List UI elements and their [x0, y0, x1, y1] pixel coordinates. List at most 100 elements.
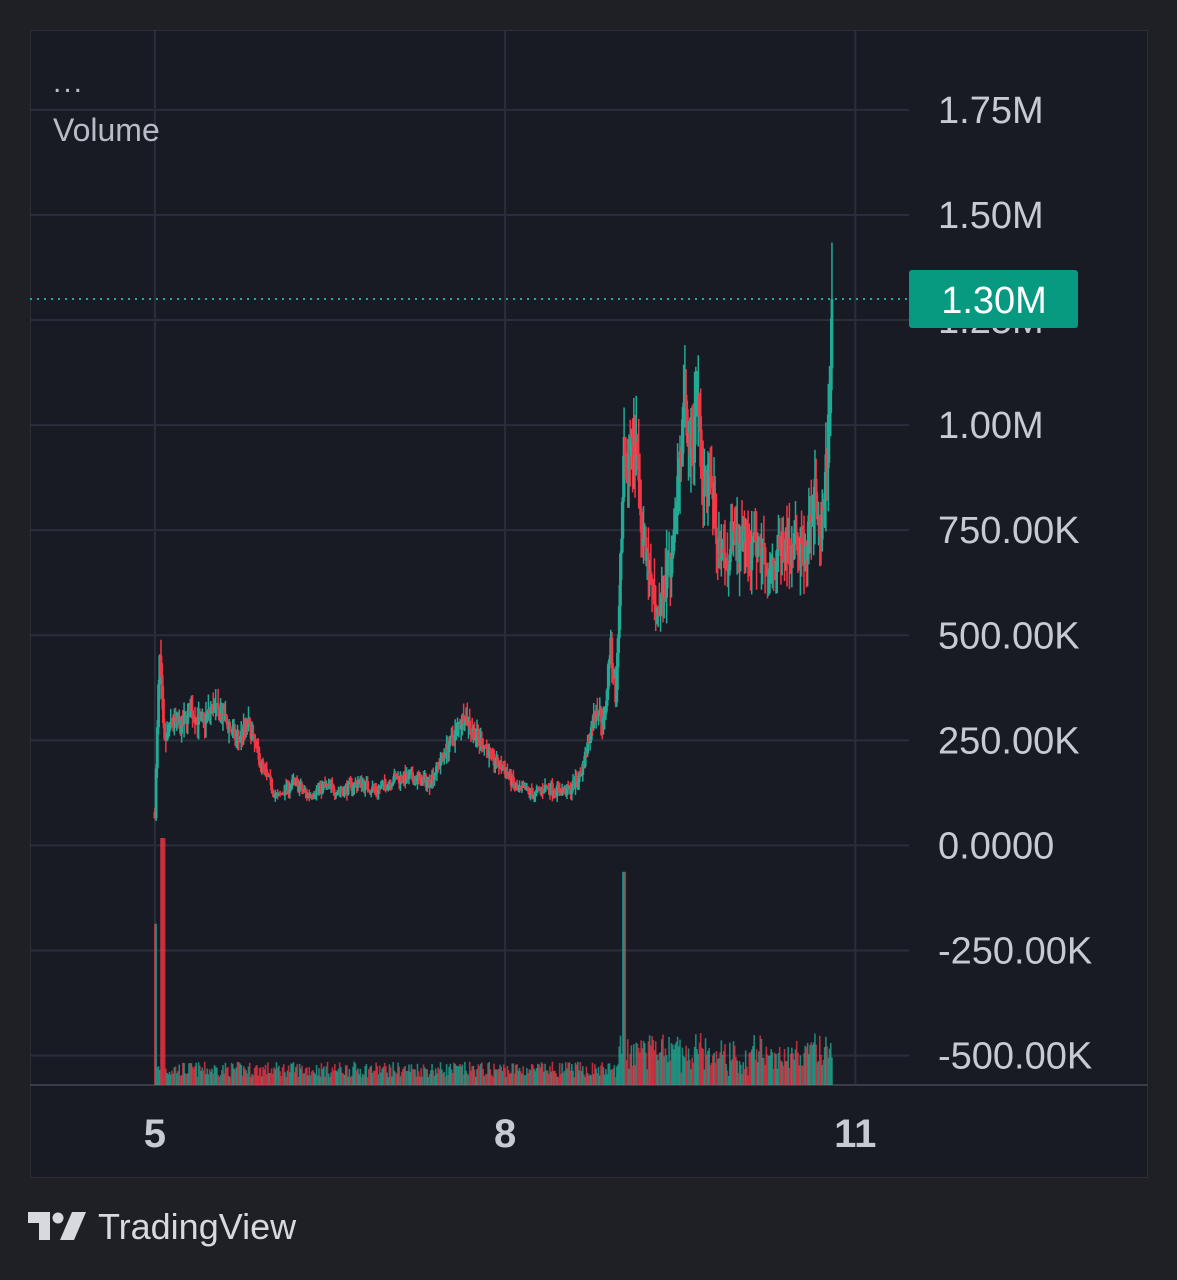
volume-bar — [465, 1070, 467, 1085]
volume-bar — [354, 1063, 357, 1085]
candle-body — [335, 792, 339, 795]
candle-body — [499, 761, 503, 771]
volume-bar — [588, 1075, 590, 1085]
volume-bar — [562, 1072, 565, 1085]
volume-bar — [797, 1052, 799, 1085]
candle-body — [654, 604, 658, 612]
volume-bar — [457, 1065, 460, 1085]
volume-bar — [654, 1041, 657, 1085]
volume-bar — [798, 1065, 800, 1085]
candle-body — [256, 746, 260, 754]
candle-body — [250, 733, 254, 739]
volume-bar — [438, 1069, 441, 1085]
volume-bar — [306, 1067, 308, 1085]
candle-body — [595, 711, 599, 717]
volume-bar — [471, 1066, 473, 1085]
volume-bar — [766, 1054, 769, 1085]
volume-bar — [809, 1045, 811, 1085]
volume-bar — [544, 1063, 546, 1085]
volume-bar — [210, 1071, 212, 1085]
volume-bar — [764, 1064, 766, 1085]
candle-body — [769, 559, 773, 563]
y-tick-label: 1.75M — [938, 90, 1044, 132]
volume-bar — [543, 1071, 545, 1085]
volume-bar — [168, 1071, 171, 1085]
candle-body — [391, 781, 395, 785]
volume-bar — [284, 1072, 286, 1085]
candle-body — [550, 783, 554, 795]
candle-body — [814, 478, 818, 510]
candle-body — [273, 794, 277, 798]
volume-bar — [652, 1040, 655, 1085]
volume-bar — [671, 1044, 674, 1085]
candle-body — [623, 436, 627, 456]
candle-body — [262, 765, 266, 768]
volume-bar — [539, 1067, 542, 1085]
y-tick-label: -250.00K — [938, 930, 1092, 972]
volume-bar — [811, 1045, 814, 1085]
volume-bar — [264, 1064, 267, 1085]
candle-body — [298, 786, 301, 792]
volume-bar — [242, 1066, 245, 1085]
volume-bar — [710, 1062, 713, 1085]
candle-body — [366, 780, 370, 790]
volume-bar — [456, 1066, 459, 1085]
volume-bar — [827, 1057, 830, 1085]
candle-body — [746, 540, 750, 548]
volume-bar — [780, 1060, 782, 1085]
volume-bar — [185, 1073, 188, 1085]
volume-bar — [479, 1063, 482, 1085]
candle-body — [264, 766, 267, 770]
candle-body — [621, 497, 625, 539]
volume-bar — [292, 1062, 295, 1085]
candle-body — [829, 368, 833, 414]
volume-bar — [483, 1076, 486, 1085]
candle-body — [516, 788, 520, 791]
volume-bar — [670, 1042, 673, 1085]
volume-bar — [512, 1063, 515, 1085]
candle-body — [163, 723, 167, 740]
volume-bar — [154, 923, 156, 1085]
candle-body — [588, 740, 592, 743]
volume-bar — [169, 1074, 172, 1085]
candle-body — [541, 788, 545, 793]
volume-bar — [620, 1053, 623, 1085]
brand-name: TradingView — [98, 1206, 297, 1247]
volume-bar — [389, 1067, 392, 1085]
volume-bar — [561, 1063, 563, 1085]
volume-bar — [360, 1076, 363, 1085]
candle-body — [722, 548, 726, 553]
candle-body — [253, 734, 256, 743]
volume-bar — [380, 1072, 382, 1085]
volume-bar — [793, 1059, 796, 1085]
branding[interactable]: TradingView — [28, 1205, 296, 1249]
volume-bar — [177, 1071, 179, 1085]
candle-body — [407, 774, 411, 779]
volume-bar — [302, 1073, 304, 1085]
candle-body — [352, 783, 356, 789]
volume-bar — [406, 1070, 409, 1085]
volume-bar — [323, 1066, 325, 1085]
volume-bar — [318, 1068, 320, 1085]
volume-bar — [778, 1046, 781, 1085]
volume-bar — [344, 1065, 347, 1085]
volume-bar — [575, 1064, 578, 1085]
volume-bar — [739, 1064, 742, 1085]
volume-layer — [154, 838, 833, 1085]
volume-bar — [343, 1074, 346, 1085]
volume-bar — [647, 1041, 650, 1085]
volume-bar — [227, 1067, 229, 1085]
candle-body — [513, 783, 517, 789]
volume-bar — [258, 1068, 261, 1085]
volume-bar — [349, 1077, 352, 1085]
volume-bar — [535, 1068, 538, 1085]
volume-bar — [524, 1075, 527, 1085]
volume-bar — [506, 1065, 509, 1085]
volume-bar — [466, 1073, 469, 1085]
candle-body — [251, 733, 255, 735]
volume-bar — [536, 1063, 539, 1085]
legend-more-button[interactable]: ... — [53, 66, 85, 99]
candle-body — [484, 745, 487, 748]
volume-bar — [299, 1068, 302, 1085]
